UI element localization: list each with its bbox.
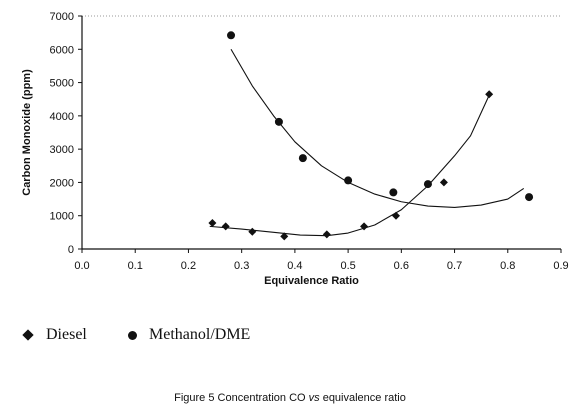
- y-tick-label: 4000: [50, 111, 74, 123]
- trendline-circle: [230, 49, 525, 208]
- trendline-diamond: [209, 94, 490, 237]
- methanol-dme-point: [423, 180, 432, 189]
- legend-label-methanol-dme: Methanol/DME: [149, 326, 251, 343]
- x-tick-label: 0.3: [234, 260, 249, 272]
- y-axis-title: Carbon Monoxide (ppm): [21, 69, 33, 196]
- diesel-point: [280, 232, 289, 241]
- methanol-dme-point: [227, 31, 236, 40]
- diesel-point: [439, 178, 448, 187]
- x-tick-label: 0.0: [74, 260, 89, 272]
- y-tick-label: 3000: [50, 144, 74, 156]
- x-tick-label: 0.5: [340, 260, 355, 272]
- x-tick-label: 0.9: [553, 260, 568, 272]
- x-tick-label: 0.6: [394, 260, 409, 272]
- diesel-point: [221, 222, 230, 231]
- caption-vs: vs: [308, 392, 320, 404]
- y-tick-label: 7000: [50, 11, 74, 23]
- legend-label-diesel: Diesel: [46, 326, 87, 343]
- diesel-point: [248, 227, 257, 236]
- methanol-dme-point: [389, 188, 398, 197]
- figure-caption: Figure 5 Concentration CO vs equivalence…: [0, 392, 580, 404]
- y-tick-label: 2000: [50, 177, 74, 189]
- diamond-marker-icon: [22, 329, 34, 341]
- y-tick-label: 1000: [50, 211, 74, 223]
- diesel-point: [208, 219, 217, 228]
- diesel-point: [392, 211, 401, 220]
- methanol-dme-point: [298, 154, 307, 163]
- x-tick-label: 0.8: [500, 260, 515, 272]
- y-tick-label: 5000: [50, 78, 74, 90]
- methanol-dme-point: [344, 176, 353, 185]
- diesel-point: [485, 90, 494, 99]
- y-tick-label: 0: [68, 244, 74, 256]
- x-tick-label: 0.2: [181, 260, 196, 272]
- diesel-point: [360, 222, 369, 231]
- methanol-dme-point: [274, 117, 283, 126]
- y-tick-label: 6000: [50, 44, 74, 56]
- circle-marker-icon: [128, 330, 137, 340]
- methanol-dme-point: [525, 193, 534, 202]
- x-tick-label: 0.4: [287, 260, 302, 272]
- legend-item-diesel: Diesel: [22, 326, 87, 344]
- x-axis-title: Equivalence Ratio: [264, 275, 359, 287]
- x-tick-label: 0.1: [128, 260, 143, 272]
- x-tick-label: 0.7: [447, 260, 462, 272]
- diesel-point: [322, 230, 331, 239]
- caption-rest: equivalence ratio: [319, 392, 406, 404]
- legend-item-methanol-dme: Methanol/DME: [128, 326, 250, 344]
- caption-figure-label: Figure 5 Concentration CO: [174, 392, 309, 404]
